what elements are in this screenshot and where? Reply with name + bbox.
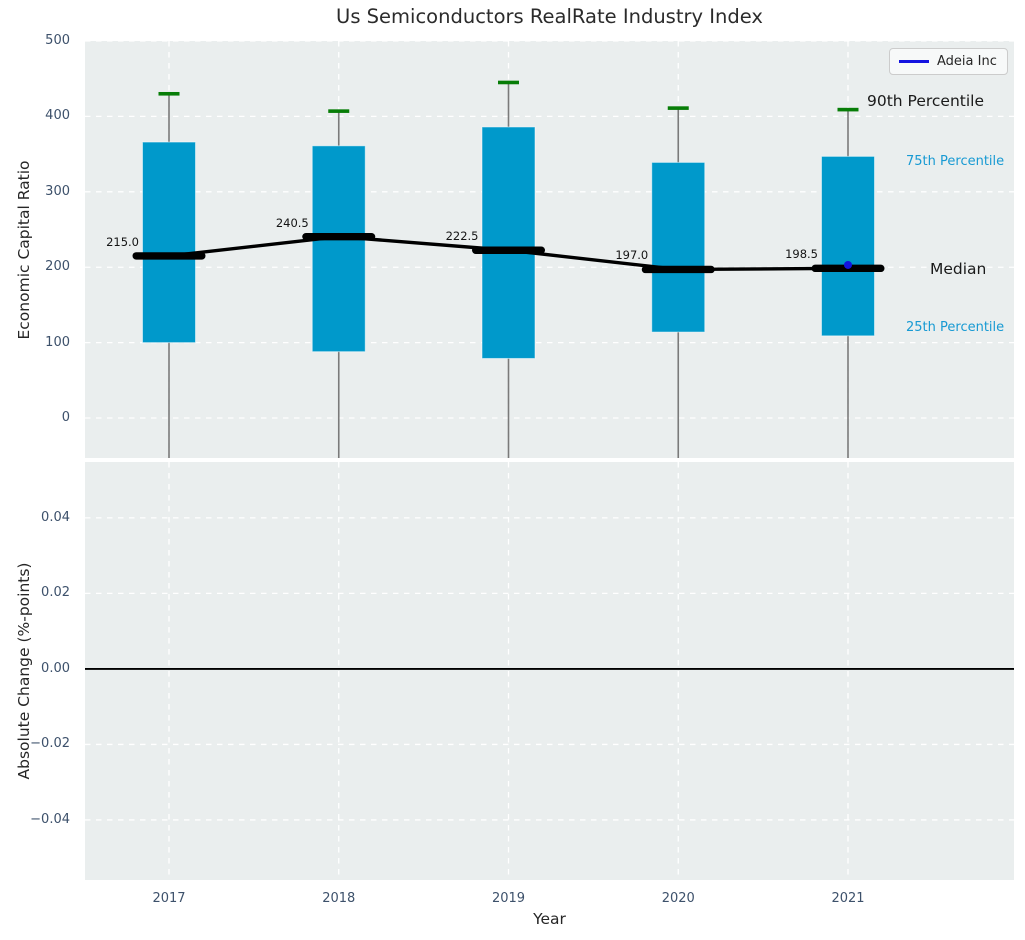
xtick-2017: 2017 [152, 891, 186, 906]
p90-cap-2020 [667, 106, 689, 110]
ytick-top-0: 0 [61, 410, 70, 426]
ytick-top-400: 400 [45, 108, 70, 124]
ytick-top-200: 200 [45, 259, 70, 275]
xtick-2020: 2020 [661, 891, 695, 906]
chart-title: Us Semiconductors RealRate Industry Inde… [336, 5, 763, 28]
p90-cap-2017 [158, 91, 180, 96]
iqr-box-2017 [142, 141, 196, 344]
ytick-bottom-−0.02: −0.02 [30, 736, 70, 752]
ytick-bottom-0.00: 0.00 [41, 660, 70, 676]
legend: Adeia Inc [889, 48, 1008, 75]
adeia-point [844, 260, 852, 269]
bottom-plot-canvas [85, 462, 1014, 880]
p90-cap-2019 [498, 80, 519, 85]
annotation-25th-percentile: 25th Percentile [906, 320, 1005, 335]
x-axis-label: Year [533, 910, 566, 928]
median-bar-2019 [472, 246, 545, 254]
bottom-plot-area [85, 462, 1014, 880]
top-plot-canvas [85, 41, 1014, 458]
ytick-bottom-−0.04: −0.04 [30, 811, 70, 827]
legend-label: Adeia Inc [937, 54, 997, 69]
median-bar-2020 [641, 265, 715, 274]
median-value-label: 240.5 [275, 215, 309, 230]
xtick-2019: 2019 [491, 891, 526, 906]
iqr-box-2021 [821, 155, 875, 337]
xtick-2021: 2021 [831, 891, 865, 906]
median-value-label: 215.0 [106, 234, 139, 249]
median-bar-2017 [132, 252, 206, 260]
annotation-75th-percentile: 75th Percentile [906, 154, 1005, 169]
annotation-median: Median [930, 260, 987, 278]
p90-cap-2021 [837, 107, 859, 112]
ytick-top-500: 500 [45, 33, 70, 48]
ytick-bottom-0.02: 0.02 [41, 585, 70, 601]
p90-cap-2018 [328, 109, 350, 113]
ytick-top-100: 100 [45, 334, 70, 350]
median-value-label: 197.0 [615, 248, 649, 263]
median-value-label: 198.5 [785, 247, 818, 262]
median-value-label: 222.5 [445, 229, 479, 244]
ytick-top-300: 300 [45, 183, 70, 199]
annotation-90th-percentile: 90th Percentile [867, 92, 985, 110]
iqr-box-2019 [481, 126, 536, 359]
top-plot-area [85, 41, 1014, 458]
iqr-box-2020 [651, 161, 706, 333]
median-bar-2018 [302, 232, 376, 241]
iqr-box-2018 [311, 145, 366, 353]
xtick-2018: 2018 [322, 891, 356, 906]
ytick-bottom-0.04: 0.04 [41, 509, 70, 525]
legend-line-icon [899, 60, 929, 63]
